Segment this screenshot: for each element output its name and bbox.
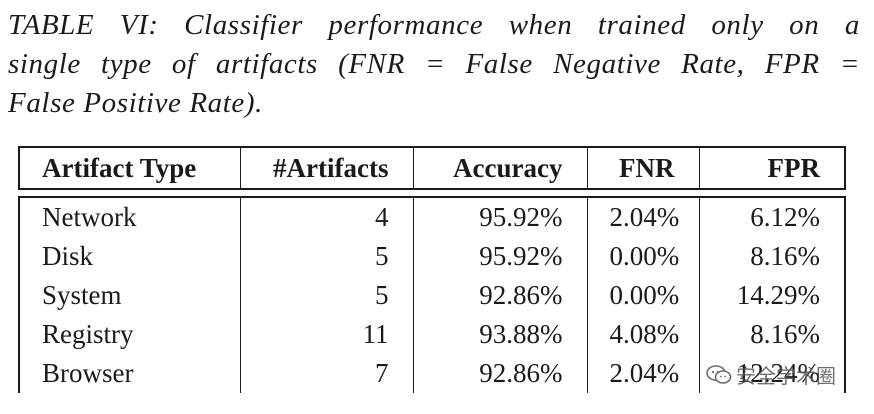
header-fpr: FPR [698, 147, 845, 189]
cell-artifacts-count: 11 [239, 315, 413, 354]
cell-accuracy: 95.92% [412, 197, 587, 237]
caption-line-3: False Positive Rate). [8, 87, 263, 119]
caption-line-1: TABLE VI: Classifier performance when tr… [8, 9, 860, 41]
cell-fnr: 4.08% [586, 315, 699, 354]
table-caption: TABLE VI: Classifier performance when tr… [8, 6, 860, 123]
table-row: Browser 7 92.86% 2.04% 12.24% [19, 354, 845, 393]
cell-fnr: 2.04% [586, 354, 699, 393]
table-row: System 5 92.86% 0.00% 14.29% [19, 276, 845, 315]
cell-accuracy: 92.86% [412, 354, 587, 393]
cell-fnr: 0.00% [586, 237, 699, 276]
watermark-text: 安全学术圈 [736, 364, 836, 388]
cell-fpr: 6.12% [698, 197, 845, 237]
wechat-icon [706, 364, 732, 384]
cell-accuracy: 93.88% [412, 315, 587, 354]
cell-fpr: 8.16% [698, 237, 845, 276]
cell-artifact-type: Network [42, 202, 137, 232]
cell-artifacts-count: 4 [239, 197, 413, 237]
cell-fnr: 0.00% [586, 276, 699, 315]
header-artifact-type: Artifact Type [42, 152, 197, 183]
table-body: Network 4 95.92% 2.04% 6.12% Disk 5 95.9… [18, 196, 846, 393]
cell-fpr: 14.29% [698, 276, 845, 315]
table-row: Network 4 95.92% 2.04% 6.12% [19, 197, 845, 237]
header-fnr: FNR [586, 147, 699, 189]
watermark: 安全学术圈 [706, 360, 836, 389]
cell-artifacts-count: 7 [239, 354, 413, 393]
cell-fpr: 8.16% [698, 315, 845, 354]
cell-artifact-type: Disk [42, 241, 94, 271]
cell-artifact-type: System [42, 280, 122, 310]
cell-artifact-type: Registry [42, 319, 134, 349]
cell-artifact-type: Browser [42, 358, 134, 388]
cell-artifacts-count: 5 [239, 237, 413, 276]
table-header: Artifact Type #Artifacts Accuracy FNR FP… [18, 146, 846, 190]
cell-accuracy: 92.86% [412, 276, 587, 315]
cell-artifacts-count: 5 [239, 276, 413, 315]
table-row: Registry 11 93.88% 4.08% 8.16% [19, 315, 845, 354]
cell-fnr: 2.04% [586, 197, 699, 237]
header-accuracy: Accuracy [412, 147, 587, 189]
table-row: Disk 5 95.92% 0.00% 8.16% [19, 237, 845, 276]
header-artifacts-count: #Artifacts [239, 147, 413, 189]
header-row: Artifact Type #Artifacts Accuracy FNR FP… [19, 147, 845, 189]
cell-accuracy: 95.92% [412, 237, 587, 276]
caption-line-2: single type of artifacts (FNR = False Ne… [8, 48, 860, 80]
